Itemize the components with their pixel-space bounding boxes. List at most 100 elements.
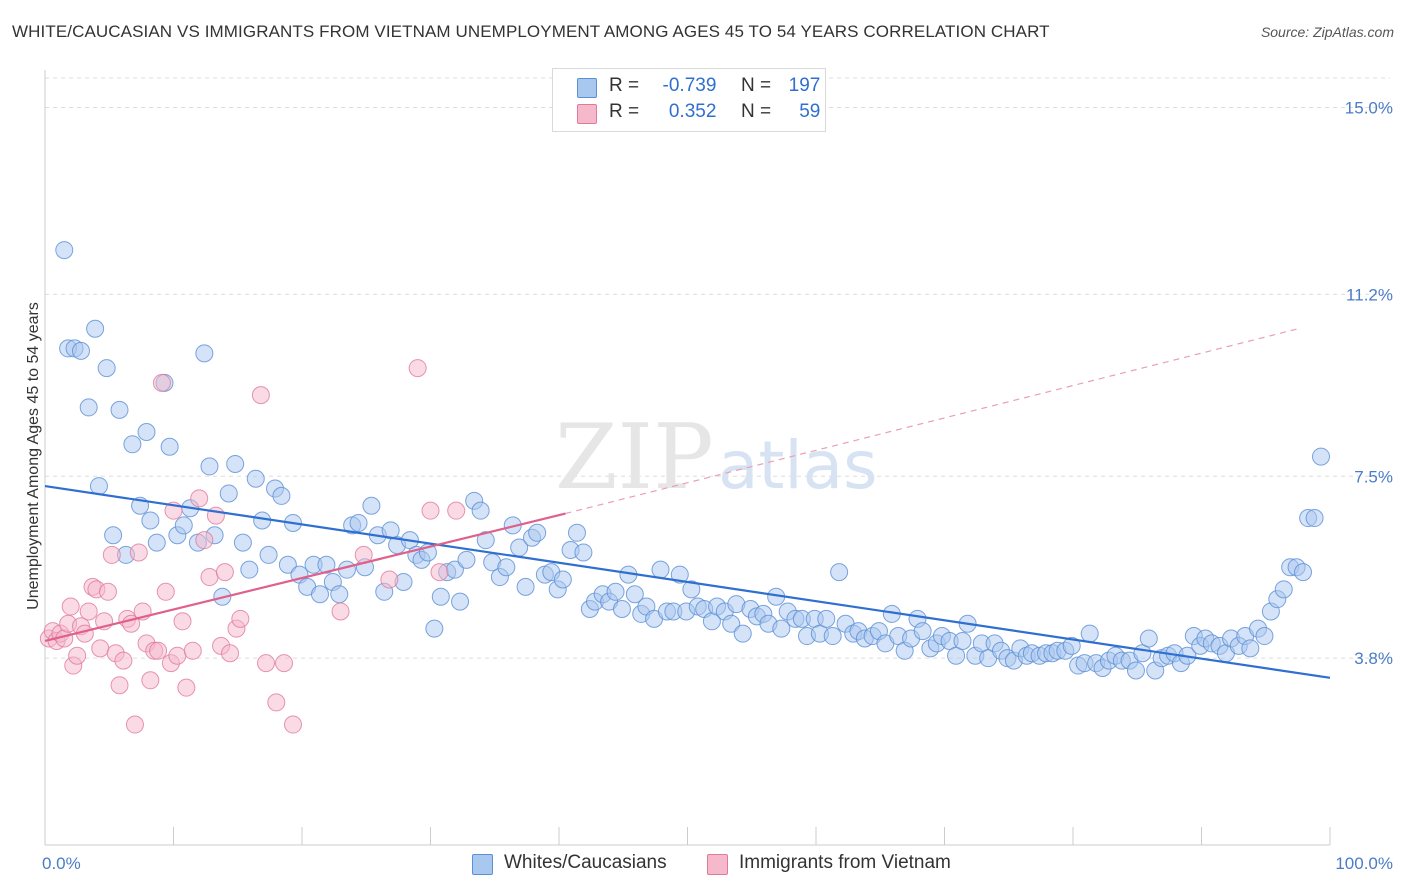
trend-line-vietnam bbox=[44, 512, 566, 643]
point-whites bbox=[272, 486, 291, 505]
point-whites bbox=[246, 469, 265, 488]
point-whites bbox=[606, 582, 625, 601]
bottom-legend-swatch-whites bbox=[472, 854, 493, 875]
y-axis-label: Unemployment Among Ages 45 to 54 years bbox=[25, 302, 42, 610]
point-vietnam bbox=[430, 563, 449, 582]
point-whites bbox=[160, 437, 179, 456]
point-whites bbox=[174, 516, 193, 535]
correlation-legend: R = -0.739 N = 197 R = 0.352 N = 59 bbox=[552, 68, 826, 132]
point-vietnam bbox=[190, 489, 209, 508]
point-vietnam bbox=[152, 373, 171, 392]
point-vietnam bbox=[200, 568, 219, 587]
point-whites bbox=[278, 555, 297, 574]
point-vietnam bbox=[177, 678, 196, 697]
point-whites bbox=[55, 241, 74, 260]
point-whites bbox=[317, 555, 336, 574]
point-vietnam bbox=[110, 676, 129, 695]
point-whites bbox=[310, 585, 329, 604]
legend-swatch-vietnam bbox=[577, 104, 597, 124]
point-whites bbox=[1312, 447, 1331, 466]
point-whites bbox=[97, 359, 116, 378]
point-whites bbox=[431, 587, 450, 606]
point-whites bbox=[1294, 563, 1313, 582]
point-whites bbox=[471, 501, 490, 520]
point-vietnam bbox=[195, 531, 214, 550]
point-vietnam bbox=[231, 609, 250, 628]
point-whites bbox=[497, 558, 516, 577]
source-label: Source: ZipAtlas.com bbox=[1260, 24, 1394, 40]
point-vietnam bbox=[149, 641, 168, 660]
point-whites bbox=[1241, 639, 1260, 658]
point-whites bbox=[953, 631, 972, 650]
point-vietnam bbox=[168, 646, 187, 665]
point-whites bbox=[817, 609, 836, 628]
point-vietnam bbox=[91, 639, 110, 658]
point-whites bbox=[476, 531, 495, 550]
point-whites bbox=[567, 523, 586, 542]
point-whites bbox=[682, 580, 701, 599]
bottom-legend-swatch-vietnam bbox=[707, 854, 728, 875]
point-whites bbox=[670, 565, 689, 584]
point-whites bbox=[141, 511, 160, 530]
point-whites bbox=[349, 513, 368, 532]
data-points bbox=[39, 241, 1331, 734]
point-whites bbox=[612, 600, 631, 618]
point-whites bbox=[86, 319, 105, 338]
y-tick-label: 7.5% bbox=[1354, 467, 1393, 486]
point-vietnam bbox=[257, 654, 276, 673]
point-whites bbox=[733, 624, 752, 643]
point-vietnam bbox=[141, 671, 160, 690]
point-whites bbox=[823, 627, 842, 646]
point-whites bbox=[104, 526, 123, 545]
legend-n-label: N = bbox=[740, 101, 772, 122]
point-vietnam bbox=[156, 582, 175, 601]
tick-labels: 3.8% 7.5% 11.2% 15.0% 0.0% 100.0% bbox=[42, 99, 1393, 874]
point-whites bbox=[137, 423, 156, 441]
point-whites bbox=[1139, 629, 1158, 648]
point-whites bbox=[1062, 636, 1081, 655]
point-vietnam bbox=[79, 602, 98, 621]
point-vietnam bbox=[125, 715, 144, 734]
point-whites bbox=[147, 533, 166, 552]
point-whites bbox=[457, 550, 476, 569]
point-whites bbox=[451, 592, 470, 611]
point-whites bbox=[330, 585, 349, 604]
point-vietnam bbox=[380, 570, 399, 589]
point-whites bbox=[110, 400, 129, 419]
point-whites bbox=[574, 543, 593, 562]
point-vietnam bbox=[173, 612, 192, 631]
point-whites bbox=[722, 614, 741, 633]
point-vietnam bbox=[215, 563, 234, 582]
legend-n-value-vietnam: 59 bbox=[799, 101, 821, 122]
point-whites bbox=[830, 563, 849, 582]
chart-title: WHITE/CAUCASIAN VS IMMIGRANTS FROM VIETN… bbox=[12, 22, 1050, 41]
point-whites bbox=[253, 511, 272, 530]
bottom-legend-label-whites: Whites/Caucasians bbox=[504, 852, 667, 873]
point-vietnam bbox=[61, 597, 80, 616]
point-whites bbox=[337, 560, 356, 579]
point-whites bbox=[772, 619, 791, 638]
legend-r-value-whites: -0.739 bbox=[662, 75, 717, 96]
trend-extension-vietnam bbox=[565, 327, 1301, 515]
point-vietnam bbox=[221, 644, 240, 663]
point-whites bbox=[625, 585, 644, 604]
point-vietnam bbox=[68, 646, 87, 665]
point-whites bbox=[233, 533, 252, 552]
trend-line-whites bbox=[44, 484, 1331, 679]
point-whites bbox=[200, 457, 219, 476]
y-tick-label: 15.0% bbox=[1345, 99, 1393, 118]
point-whites bbox=[1274, 580, 1293, 599]
watermark-atlas: atlas bbox=[718, 427, 878, 504]
point-whites bbox=[79, 398, 98, 417]
point-whites bbox=[71, 341, 90, 360]
point-whites bbox=[528, 523, 547, 542]
point-vietnam bbox=[251, 386, 270, 405]
point-vietnam bbox=[447, 501, 466, 520]
point-vietnam bbox=[331, 602, 350, 621]
legend-r-value-vietnam: 0.352 bbox=[668, 101, 717, 122]
point-vietnam bbox=[267, 693, 286, 712]
point-whites bbox=[1255, 627, 1274, 646]
point-whites bbox=[123, 435, 142, 454]
point-vietnam bbox=[102, 545, 121, 564]
